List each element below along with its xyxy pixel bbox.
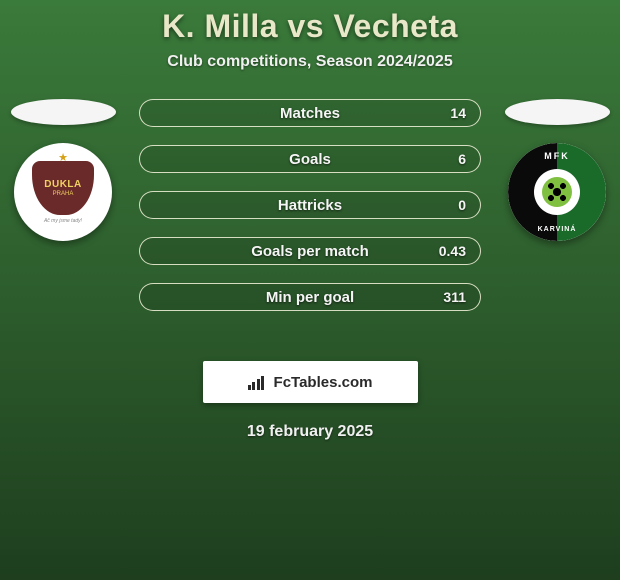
stat-value: 14 (450, 105, 466, 121)
stat-value: 6 (458, 151, 466, 167)
stat-row-matches: Matches 14 (139, 99, 481, 127)
page-title: K. Milla vs Vecheta (0, 8, 620, 45)
date-text: 19 february 2025 (0, 423, 620, 441)
stat-label: Hattricks (278, 197, 342, 214)
right-player-avatar-placeholder (505, 99, 610, 125)
left-player-column: ★ DUKLA PRAHA Ač my jsme tady! (8, 99, 118, 241)
stat-label: Matches (280, 105, 340, 122)
left-club-logo: ★ DUKLA PRAHA Ač my jsme tady! (14, 143, 112, 241)
stats-list: Matches 14 Goals 6 Hattricks 0 Goals per… (139, 99, 481, 311)
right-player-column: MFK KARVINÁ (502, 99, 612, 241)
stat-value: 0 (458, 197, 466, 213)
stat-label: Goals per match (251, 243, 369, 260)
stat-row-min-per-goal: Min per goal 311 (139, 283, 481, 311)
stat-value: 311 (443, 289, 466, 305)
mfk-inner-circle (534, 169, 580, 215)
right-club-bottom-text: KARVINÁ (508, 226, 606, 233)
right-club-top-text: MFK (508, 151, 606, 161)
left-player-avatar-placeholder (11, 99, 116, 125)
left-club-name: DUKLA (44, 179, 82, 190)
stat-row-goals: Goals 6 (139, 145, 481, 173)
banner-text: FcTables.com (274, 374, 373, 391)
stat-label: Min per goal (266, 289, 354, 306)
stat-row-goals-per-match: Goals per match 0.43 (139, 237, 481, 265)
bar-chart-icon (248, 374, 268, 390)
soccer-ball-icon (542, 177, 572, 207)
left-club-sub: PRAHA (53, 191, 74, 197)
stat-label: Goals (289, 151, 331, 168)
page-subtitle: Club competitions, Season 2024/2025 (0, 53, 620, 71)
dukla-shield-icon: ★ DUKLA PRAHA (32, 161, 94, 215)
stat-value: 0.43 (439, 243, 466, 259)
fctables-banner[interactable]: FcTables.com (203, 361, 418, 403)
stat-row-hattricks: Hattricks 0 (139, 191, 481, 219)
left-club-tagline: Ač my jsme tady! (44, 218, 82, 224)
star-icon: ★ (58, 151, 68, 164)
right-club-logo: MFK KARVINÁ (508, 143, 606, 241)
comparison-main: ★ DUKLA PRAHA Ač my jsme tady! MFK KARVI… (0, 99, 620, 339)
header: K. Milla vs Vecheta Club competitions, S… (0, 0, 620, 71)
